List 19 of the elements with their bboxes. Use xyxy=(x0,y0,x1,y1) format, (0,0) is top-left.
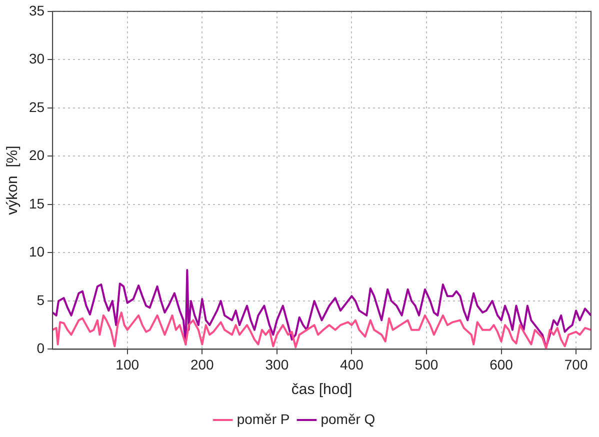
x-tick-label: 600 xyxy=(490,356,514,372)
x-tick-label: 500 xyxy=(414,356,438,372)
legend-label: poměr Q xyxy=(320,410,376,427)
y-tick-label: 30 xyxy=(28,50,45,67)
y-tick-label: 35 xyxy=(28,2,45,18)
y-tick-label: 0 xyxy=(36,340,45,356)
x-tick-label: 700 xyxy=(564,356,588,372)
x-tick-label: 200 xyxy=(190,356,214,372)
y-axis-title: výkon [%] xyxy=(4,146,22,215)
y-tick-label: 10 xyxy=(28,244,45,260)
y-tick-label: 20 xyxy=(28,147,45,164)
x-tick-label: 300 xyxy=(265,356,289,372)
y-tick-label: 15 xyxy=(28,195,45,212)
x-tick-label: 100 xyxy=(116,356,140,372)
y-tick-label: 25 xyxy=(28,98,45,115)
x-tick-label: 400 xyxy=(340,356,364,372)
legend-label: poměr P xyxy=(236,410,290,427)
y-tick-label: 5 xyxy=(36,292,45,308)
x-axis-title: čas [hod] xyxy=(291,381,352,398)
